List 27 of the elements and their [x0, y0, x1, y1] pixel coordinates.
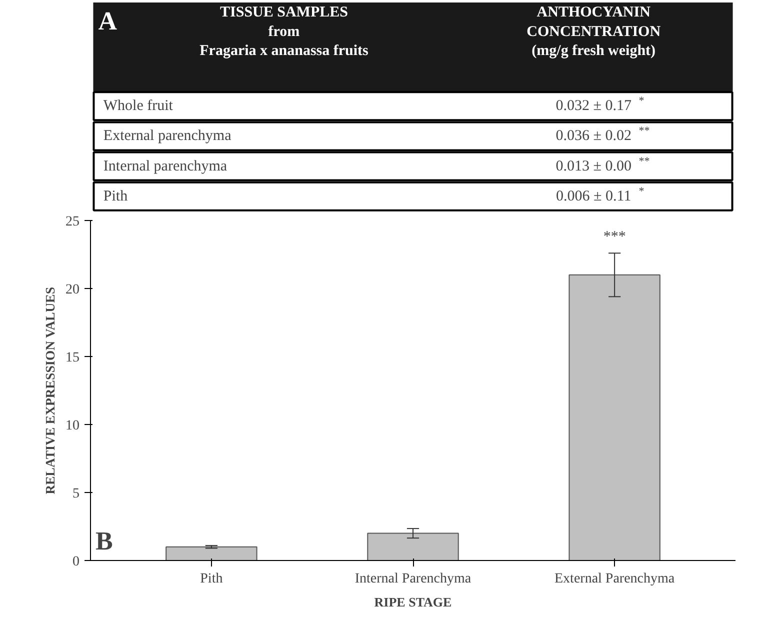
text: 0.032 ± 0.17* [556, 95, 644, 114]
text: TISSUE SAMPLES from Fragaria x ananassa fruits [200, 4, 369, 60]
y-tick-label: 15 [66, 350, 80, 366]
category-label: Whole fruit [103, 98, 174, 114]
x-axis-title: RIPE STAGE [374, 594, 452, 610]
annotation: *** [603, 229, 626, 246]
bar [166, 546, 258, 560]
category-label: External parenchyma [103, 128, 232, 144]
text: 0.036 ± 0.02** [556, 125, 650, 144]
bar [568, 274, 660, 560]
text: A [98, 6, 118, 36]
x-tick-label: External Parenchyma [554, 572, 676, 586]
y-axis-title: RELATIVE EXPRESSION VALUES [42, 286, 58, 494]
x-tick-label: Pith [200, 572, 223, 586]
category-label: Pith [103, 188, 128, 204]
x-tick-label: Internal Parenchyma [354, 572, 472, 586]
y-tick-label: 25 [66, 214, 80, 230]
text: 0.013 ± 0.00** [556, 155, 650, 174]
y-tick-label: 20 [66, 282, 80, 298]
text: ANTHOCYANIN CONCENTRATION (mg/g fresh weight) [526, 4, 661, 60]
bar [367, 532, 459, 560]
text: 0.006 ± 0.11* [556, 185, 644, 204]
y-tick-label: 5 [72, 486, 80, 502]
annotation: B [96, 526, 113, 556]
y-tick-label: 10 [66, 418, 80, 434]
category-label: Internal parenchyma [103, 158, 228, 174]
y-tick-label: 0 [72, 554, 80, 570]
